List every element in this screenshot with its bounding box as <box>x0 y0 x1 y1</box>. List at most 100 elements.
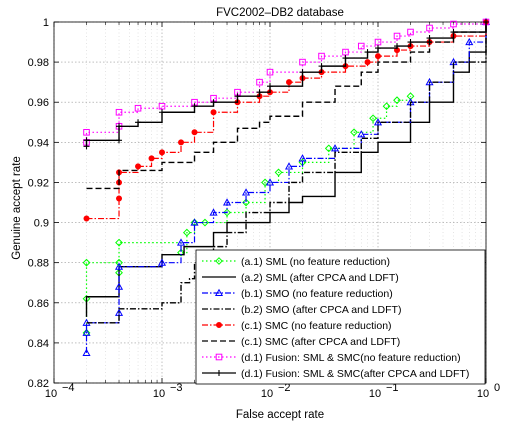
series-layer <box>82 17 491 356</box>
legend: (a.1) SML (no feature reduction) (a.2) SM… <box>195 249 486 385</box>
y-tick-label: 0.88 <box>28 258 49 270</box>
series-line <box>86 22 487 324</box>
y-tick-label: 0.96 <box>28 97 49 109</box>
x-tick-exponent: −1 <box>386 382 399 394</box>
y-tick-label: 0.98 <box>28 57 49 69</box>
data-point <box>373 118 383 126</box>
data-point <box>82 328 91 336</box>
x-axis-label: False accept rate <box>236 409 324 421</box>
x-tick-exponent: −4 <box>62 382 75 394</box>
data-point <box>115 108 123 116</box>
chart-title: FVC2002–DB2 database <box>216 7 344 19</box>
data-point <box>298 154 307 162</box>
x-tick-exponent: −2 <box>278 382 291 394</box>
ticks: 10 −4 10 −3 10 −2 10 −1 10 0 0.82 0.84 0.86 0.88 0.9 0.… <box>28 17 501 400</box>
data-point <box>115 258 123 267</box>
legend-marker <box>216 370 222 376</box>
data-point <box>375 45 381 52</box>
data-point <box>135 163 142 170</box>
x-tick-label: 10 <box>261 388 273 400</box>
legend-item: (a.2) SML (after CPCA and LDFT) <box>202 272 399 284</box>
x-tick-label: 10 <box>477 388 489 400</box>
legend-box <box>195 249 486 385</box>
legend-label: (d.1) Fusion: SML & SMC(after CPCA and L… <box>241 368 469 380</box>
y-tick-label: 1 <box>43 17 49 29</box>
data-point <box>318 63 325 70</box>
data-point <box>299 69 306 76</box>
y-tick-label: 0.92 <box>28 177 49 189</box>
legend-label: (b.2) SMO (after CPCA and LDFT) <box>241 304 401 316</box>
data-point <box>483 19 489 25</box>
data-point <box>159 109 165 116</box>
data-point <box>114 282 124 290</box>
series-8 <box>83 19 489 150</box>
data-point <box>241 188 251 196</box>
legend-label: (a.1) SML (no feature reduction) <box>241 256 390 268</box>
x-tick-exponent: 0 <box>494 382 500 394</box>
data-point <box>158 102 166 110</box>
data-point <box>83 137 90 144</box>
legend-marker <box>215 353 223 361</box>
legend-item: (c.1) SMC (no feature reduction) <box>202 320 392 332</box>
data-point <box>176 238 186 246</box>
legend-item: (b.1) SMO (no feature reduction) <box>202 288 393 300</box>
data-point <box>190 218 199 226</box>
y-axis-label: Genuine accept rate <box>11 156 23 260</box>
series-line <box>85 22 487 317</box>
data-point <box>342 55 349 62</box>
y-tick-label: 0.94 <box>28 137 49 149</box>
legend-label: (a.2) SML (after CPCA and LDFT) <box>241 272 399 284</box>
data-point <box>374 53 381 60</box>
data-point <box>407 39 414 46</box>
series-line <box>86 22 487 190</box>
data-point <box>318 52 325 60</box>
series-4 <box>86 22 487 324</box>
legend-label: (c.1) SMC (after CPCA and LDFT) <box>241 336 400 348</box>
data-point <box>222 198 232 206</box>
data-point <box>286 79 293 86</box>
data-point <box>256 89 263 96</box>
data-point <box>393 32 401 40</box>
legend-marker <box>215 321 222 328</box>
data-point <box>350 128 358 137</box>
data-point <box>465 37 474 46</box>
x-tick-label: 10 <box>153 388 165 400</box>
data-point <box>148 155 155 162</box>
data-point <box>177 248 185 257</box>
data-point <box>284 162 294 170</box>
data-point <box>299 58 306 66</box>
data-point <box>266 68 274 76</box>
series-line <box>85 22 487 353</box>
series-line <box>86 22 487 220</box>
data-point <box>394 43 401 50</box>
data-point <box>261 178 269 187</box>
data-point <box>426 24 433 32</box>
data-point <box>83 215 90 222</box>
data-point <box>265 178 275 186</box>
legend-item: (d.1) Fusion: SML & SMC(no feature reduc… <box>202 352 461 364</box>
data-point <box>115 238 123 247</box>
legend-item: (b.2) SMO (after CPCA and LDFT) <box>202 304 401 316</box>
data-point <box>364 49 371 56</box>
legend-label: (d.1) Fusion: SML & SMC(no feature reduc… <box>241 352 461 364</box>
data-point <box>234 93 241 100</box>
data-point <box>426 35 433 42</box>
data-point <box>357 42 365 50</box>
series-1 <box>82 92 415 337</box>
data-point <box>242 198 250 207</box>
data-point <box>209 208 218 216</box>
data-point <box>135 119 142 126</box>
data-point <box>330 144 340 152</box>
data-point <box>450 20 457 28</box>
legend-item: (d.1) Fusion: SML & SMC(after CPCA and L… <box>202 368 469 380</box>
data-point <box>134 104 142 112</box>
data-point <box>191 103 198 110</box>
x-tick-label: 10 <box>369 388 381 400</box>
x-tick-exponent: −3 <box>170 382 183 394</box>
y-tick-label: 0.9 <box>34 218 49 230</box>
data-point <box>364 59 371 66</box>
data-point <box>223 208 231 217</box>
y-tick-label: 0.82 <box>28 378 49 390</box>
y-tick-label: 0.86 <box>28 298 49 310</box>
